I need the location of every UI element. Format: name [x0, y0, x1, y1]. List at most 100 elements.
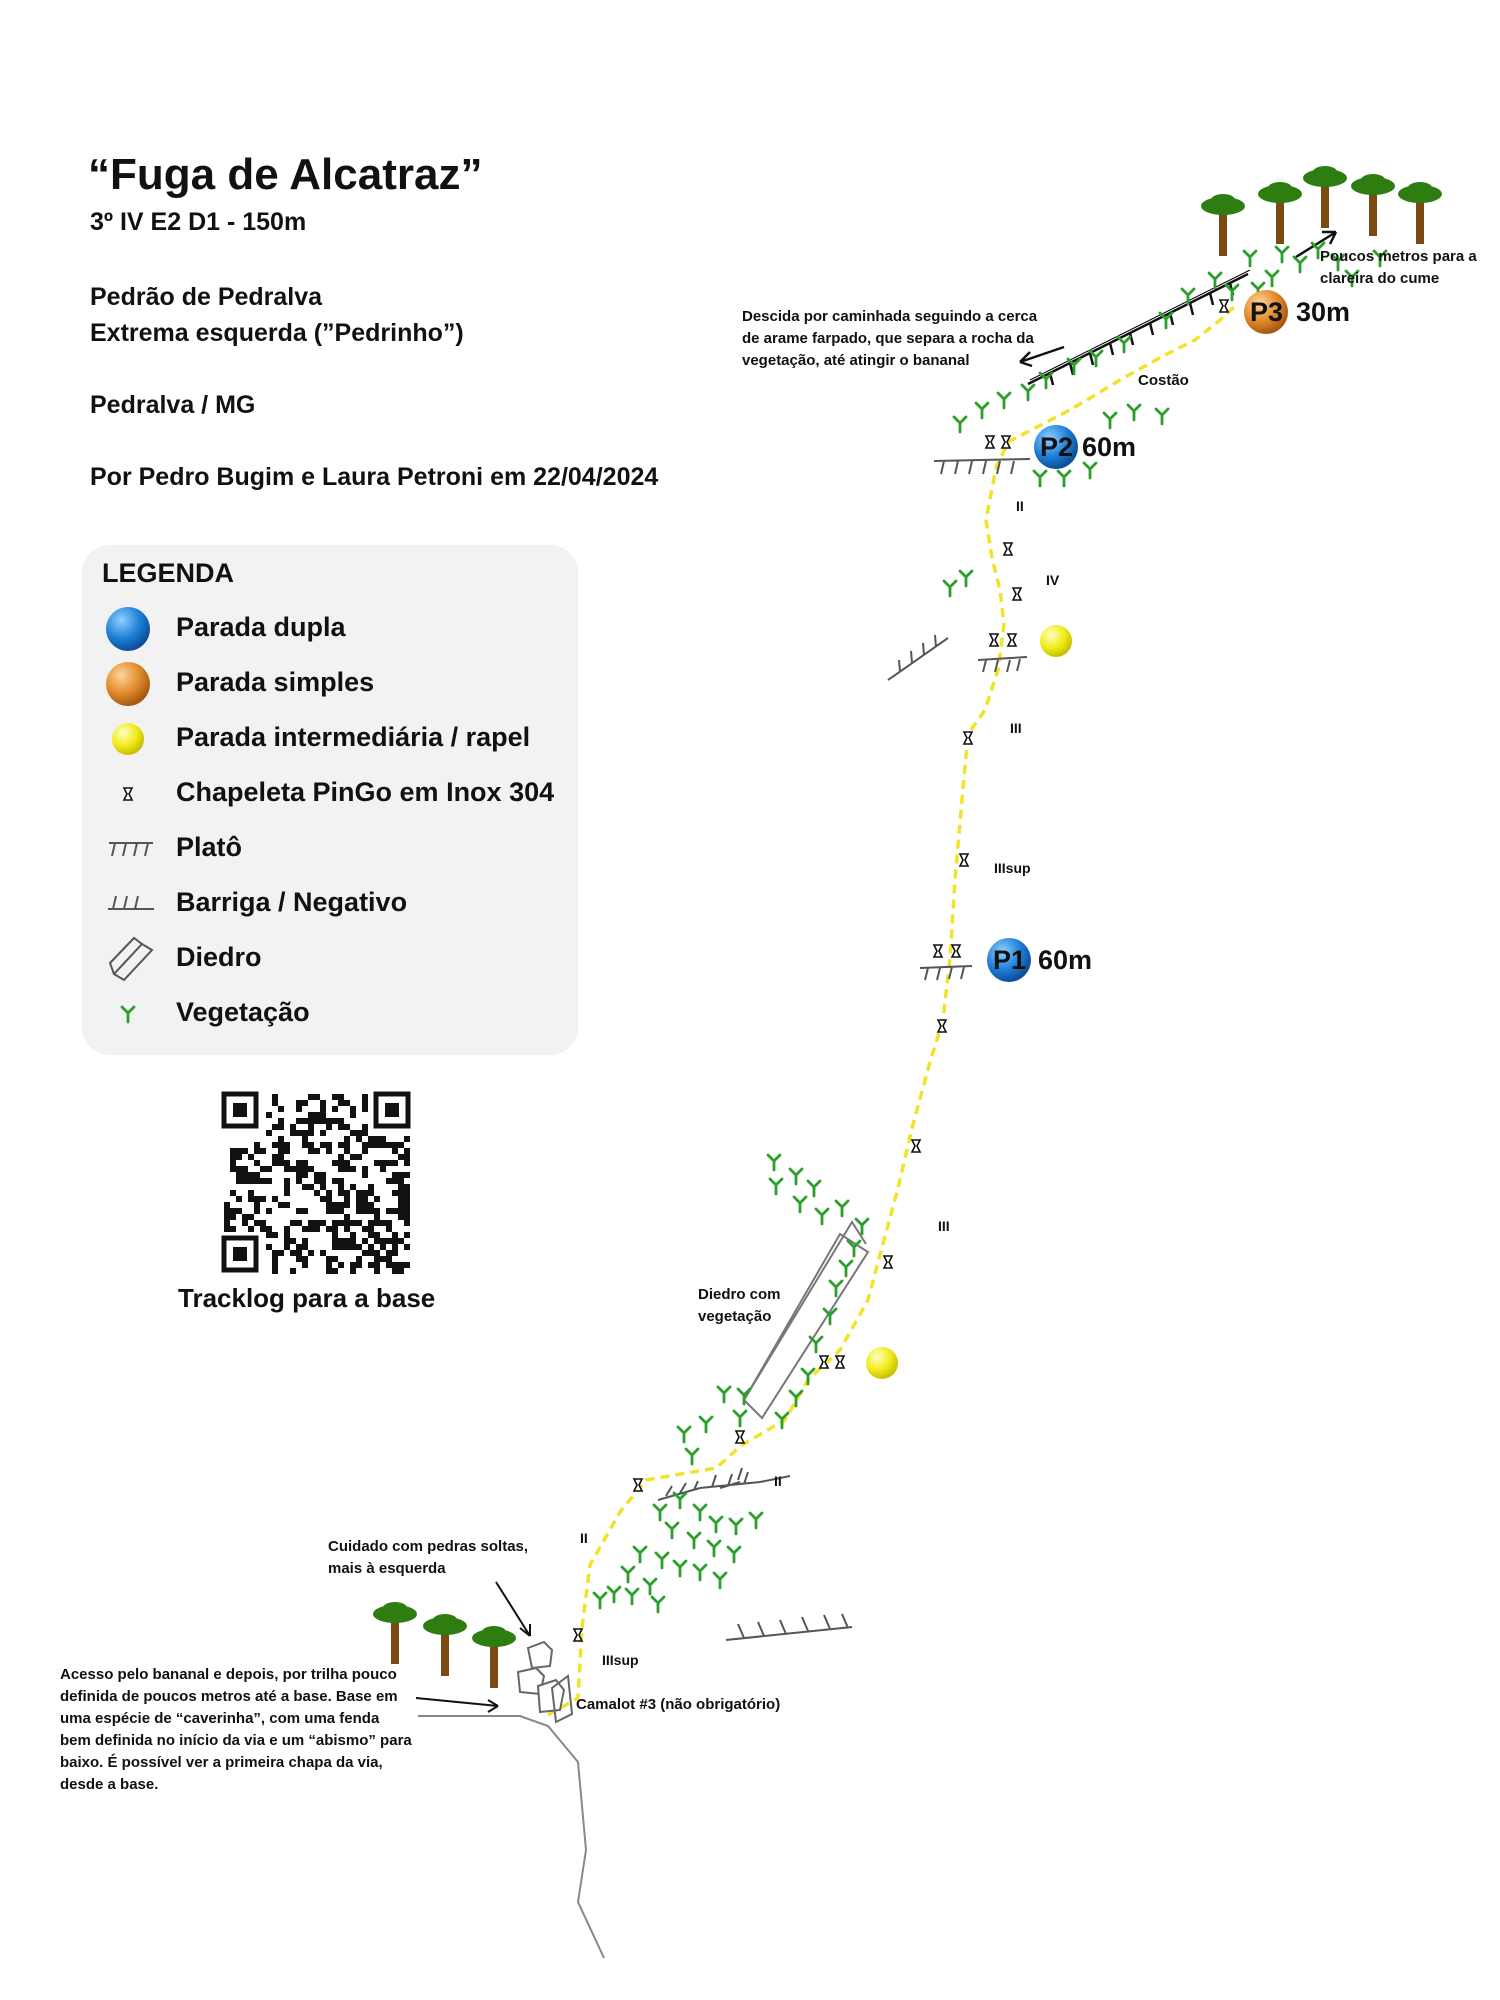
- vegetation-icon: [620, 1565, 636, 1584]
- grade-label: II: [1016, 498, 1024, 514]
- grade-label: IIIsup: [994, 860, 1031, 876]
- vegetation-icon: [808, 1335, 824, 1354]
- vegetation-icon: [800, 1367, 816, 1386]
- tree-icon: [373, 166, 1442, 1688]
- qr-caption: Tracklog para a base: [178, 1283, 436, 1313]
- sector-name: Extrema esquerda (”Pedrinho”): [90, 319, 464, 347]
- legend-label-bolt: Chapeleta PinGo em Inox 304: [176, 777, 555, 807]
- vegetation-icon: [1264, 269, 1280, 288]
- vegetation-icon: [792, 1195, 808, 1214]
- descent-note: Descida por caminhada seguindo a cerca d…: [742, 308, 1038, 369]
- dihedral-note: Diedro com vegetação: [698, 1286, 781, 1325]
- vegetation-icon: [592, 1591, 608, 1610]
- vegetation-icon: [1116, 335, 1132, 354]
- vegetation-icon: [1032, 469, 1048, 488]
- vegetation-icon: [1242, 249, 1258, 268]
- ledge-intermediate-upper: [977, 656, 1028, 673]
- legend-title: LEGENDA: [102, 558, 235, 588]
- vegetation-icon: [1102, 411, 1118, 430]
- legend-label-ledge: Platô: [176, 832, 243, 862]
- bolt-icon: [959, 853, 969, 867]
- vegetation-icon: [632, 1545, 648, 1564]
- vegetation-icon: [788, 1167, 804, 1186]
- ledge-lower: [657, 1480, 701, 1501]
- vegetation-icon: [942, 579, 958, 598]
- vegetation-icon: [712, 1571, 728, 1590]
- vegetation-icon: [1274, 245, 1290, 264]
- route-title: “Fuga de Alcatraz”: [88, 150, 483, 199]
- vegetation-icon: [654, 1551, 670, 1570]
- bolt-icon: [1012, 587, 1022, 601]
- vegetation-icon: [686, 1531, 702, 1550]
- vegetation-icon: [716, 1385, 732, 1404]
- bolt-icon: [123, 787, 133, 801]
- legend-label-intermediate: Parada intermediária / rapel: [176, 722, 531, 752]
- vegetation-icon: [650, 1595, 666, 1614]
- vegetation-icon: [672, 1491, 688, 1510]
- vegetation-icon: [684, 1447, 700, 1466]
- vegetation-icon: [642, 1577, 658, 1596]
- ledge-p1: [919, 965, 973, 981]
- vegetation-icon: [766, 1153, 782, 1172]
- bolt-icon: [835, 1355, 845, 1369]
- stop-p2-id: P2: [1040, 432, 1074, 462]
- vegetation-icon: [676, 1425, 692, 1444]
- dihedral-shape: [742, 1220, 870, 1420]
- location: Pedralva / MG: [90, 391, 256, 419]
- summit-note: Poucos metros para a clareira do cume: [1320, 248, 1477, 287]
- vegetation-icon: [788, 1389, 804, 1408]
- vegetation-icon: [672, 1559, 688, 1578]
- vegetation-icon: [624, 1587, 640, 1606]
- vegetation-icon: [120, 1005, 136, 1024]
- grade-label: IIIsup: [602, 1652, 639, 1668]
- blue-ball-icon: [106, 607, 150, 651]
- loose-rock-arrow: [495, 1581, 531, 1637]
- vegetation-icon: [1020, 383, 1036, 402]
- stop-p3-id: P3: [1250, 297, 1284, 327]
- yellow-ball-icon: [112, 723, 144, 755]
- stop-p3-ball: [1244, 290, 1288, 334]
- vegetation-icon: [698, 1415, 714, 1434]
- bolt-icon: [937, 1019, 947, 1033]
- stop-p1-id: P1: [993, 945, 1027, 975]
- overhang-icon: [108, 895, 154, 910]
- qr-code: [221, 1091, 411, 1274]
- stop-p2-length: 60m: [1082, 432, 1137, 462]
- stop-p2-ball: [1034, 425, 1078, 469]
- stop-p1-length: 60m: [1038, 945, 1093, 975]
- barbed-wire-fence: [1027, 269, 1251, 386]
- costao-label: Costão: [1138, 372, 1189, 389]
- stop-p3-length: 30m: [1296, 297, 1351, 327]
- vegetation-icon: [732, 1409, 748, 1428]
- legend-label-vegetation: Vegetação: [176, 997, 310, 1027]
- orange-ball-icon: [106, 662, 150, 706]
- vegetation-icon: [1126, 403, 1142, 422]
- vegetation-icon: [728, 1517, 744, 1536]
- bolt-icon: [1003, 542, 1013, 556]
- intermediate-stop-lower: [866, 1347, 898, 1379]
- vegetation-icon: [1082, 461, 1098, 480]
- bolt-icon: [985, 435, 995, 449]
- bolt-markers: [573, 299, 1229, 1642]
- vegetation-icon: [974, 401, 990, 420]
- vegetation-icon: [652, 1503, 668, 1522]
- vegetation-icon: [996, 391, 1012, 410]
- vegetation-icon: [806, 1179, 822, 1198]
- legend-label-dihedral: Diedro: [176, 942, 262, 972]
- access-arrow: [415, 1697, 499, 1713]
- vegetation-icon: [1154, 407, 1170, 426]
- vegetation-icon: [692, 1503, 708, 1522]
- vegetation-icon: [692, 1563, 708, 1582]
- vegetation-icon: [726, 1545, 742, 1564]
- vegetation-icon: [736, 1387, 752, 1406]
- overhang-lower: [725, 1613, 853, 1641]
- bolt-icon: [1219, 299, 1229, 313]
- vegetation-icon: [606, 1585, 622, 1604]
- crag-name: Pedrão de Pedralva: [90, 283, 323, 311]
- descent-arrow: [1019, 345, 1065, 368]
- loose-rocks: [516, 1640, 566, 1714]
- grade-label: II: [774, 1473, 782, 1489]
- bolt-icon: [883, 1255, 893, 1269]
- grade-label: III: [1010, 720, 1022, 736]
